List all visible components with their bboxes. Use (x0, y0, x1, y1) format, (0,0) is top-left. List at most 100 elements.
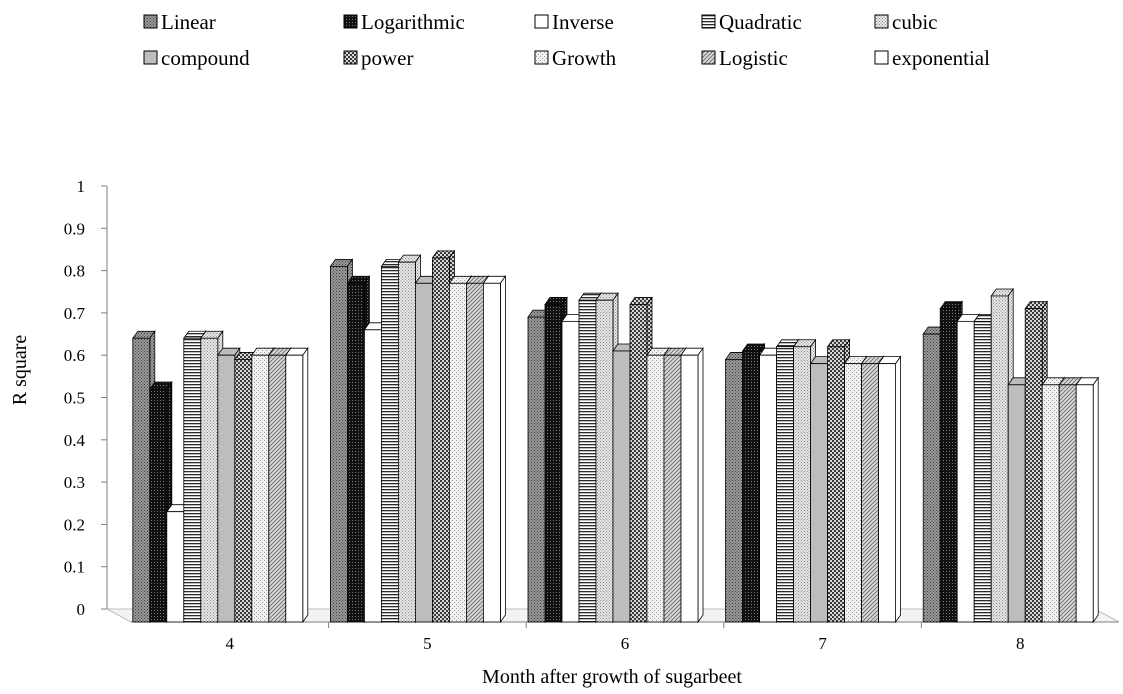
legend-label: Logistic (719, 46, 788, 70)
y-tick-label: 0.4 (64, 431, 86, 450)
legend-item-compound: compound (143, 46, 250, 70)
bar-front (166, 511, 185, 623)
legend-swatch (143, 50, 158, 65)
bar-front (363, 329, 382, 623)
bar-front (742, 350, 760, 623)
bar-front (544, 304, 563, 623)
bar-front (629, 304, 648, 623)
bar-front (646, 354, 665, 623)
legend-swatch (874, 14, 889, 29)
bar-front (380, 265, 399, 623)
x-axis-title: Month after growth of sugarbeet (482, 666, 742, 688)
legend-item-logarithmic: Logarithmic (343, 10, 465, 34)
y-tick-label: 0.2 (64, 515, 85, 534)
legend-label: cubic (892, 10, 937, 34)
bar-front (397, 261, 416, 623)
bar-side (895, 355, 901, 624)
bar-front (827, 346, 845, 623)
bar-front (448, 282, 467, 623)
bar-exponential-month-7 (877, 355, 902, 624)
bar-front (268, 354, 287, 623)
bar-front (465, 282, 484, 623)
x-tick-label: 4 (226, 634, 235, 653)
legend-swatch (701, 50, 716, 65)
legend: Linear Logarithmic Inverse Quadratic cubic co… (143, 10, 990, 70)
bar-front (939, 308, 958, 623)
bar-front (251, 354, 270, 623)
bar-front (680, 354, 699, 623)
bar-front (1041, 384, 1060, 623)
bars (132, 249, 1099, 624)
legend-label: exponential (892, 46, 990, 70)
legend-swatch (534, 50, 549, 65)
bar-exponential-month-4 (285, 346, 309, 624)
bar-front (973, 320, 992, 623)
bar-front (595, 299, 614, 623)
legend-label: Inverse (552, 10, 614, 34)
bar-front (234, 359, 253, 623)
bar-side (499, 275, 506, 624)
legend-item-cubic: cubic (874, 10, 937, 34)
y-tick-label: 1 (77, 177, 86, 196)
legend-item-inverse: Inverse (534, 10, 614, 34)
bar-front (149, 388, 168, 623)
bar-front (922, 333, 941, 623)
bar-front (527, 316, 546, 623)
legend-label: Quadratic (719, 10, 802, 34)
x-tick-label: 7 (818, 634, 827, 653)
y-tick-label: 0.6 (64, 346, 85, 365)
bar-front (725, 359, 743, 623)
bar-side (1092, 376, 1099, 624)
legend-label: compound (161, 46, 250, 70)
bar-front (183, 337, 202, 623)
bar-front (1007, 384, 1026, 623)
bar-front (1058, 384, 1077, 623)
legend-label: Growth (552, 46, 617, 70)
bar-front (217, 354, 236, 623)
bar-front (132, 337, 151, 623)
x-tick-label: 6 (621, 634, 630, 653)
bar-front (200, 337, 219, 623)
bar-front (844, 363, 862, 623)
bar-side (302, 346, 309, 624)
y-tick-label: 0.5 (64, 389, 85, 408)
bar-front (561, 320, 580, 623)
bar-front (482, 282, 501, 623)
bar-front (329, 265, 348, 623)
bar-front (861, 363, 879, 623)
x-tick-label: 8 (1016, 634, 1025, 653)
bar-front (1075, 384, 1094, 623)
legend-swatch (143, 14, 158, 29)
y-axis-title: R square (9, 335, 31, 406)
legend-label: Linear (161, 10, 216, 34)
legend-swatch (343, 50, 358, 65)
bar-side (697, 346, 704, 624)
legend-item-growth: Growth (534, 46, 617, 70)
bar-front (759, 354, 777, 623)
legend-label: Logarithmic (361, 10, 465, 34)
bar-front (793, 346, 811, 623)
y-tick-label: 0.8 (64, 262, 85, 281)
bar-front (956, 320, 975, 623)
legend-item-logistic: Logistic (701, 46, 788, 70)
bar-front (1024, 308, 1043, 623)
bar-front (663, 354, 682, 623)
bar-exponential-month-5 (482, 275, 507, 624)
legend-item-linear: Linear (143, 10, 216, 34)
legend-swatch (874, 50, 889, 65)
bar-front (346, 282, 365, 623)
legend-item-quadratic: Quadratic (701, 10, 802, 34)
bar-front (431, 257, 450, 623)
legend-swatch (343, 14, 358, 29)
legend-label: power (361, 46, 413, 70)
y-tick-label: 0.3 (64, 473, 85, 492)
bar-exponential-month-6 (680, 346, 704, 624)
y-tick-label: 0 (77, 600, 86, 619)
legend-item-power: power (343, 46, 413, 70)
legend-item-exponential: exponential (874, 46, 990, 70)
bar-front (878, 363, 896, 623)
legend-swatch (534, 14, 549, 29)
y-tick-label: 0.9 (64, 219, 85, 238)
